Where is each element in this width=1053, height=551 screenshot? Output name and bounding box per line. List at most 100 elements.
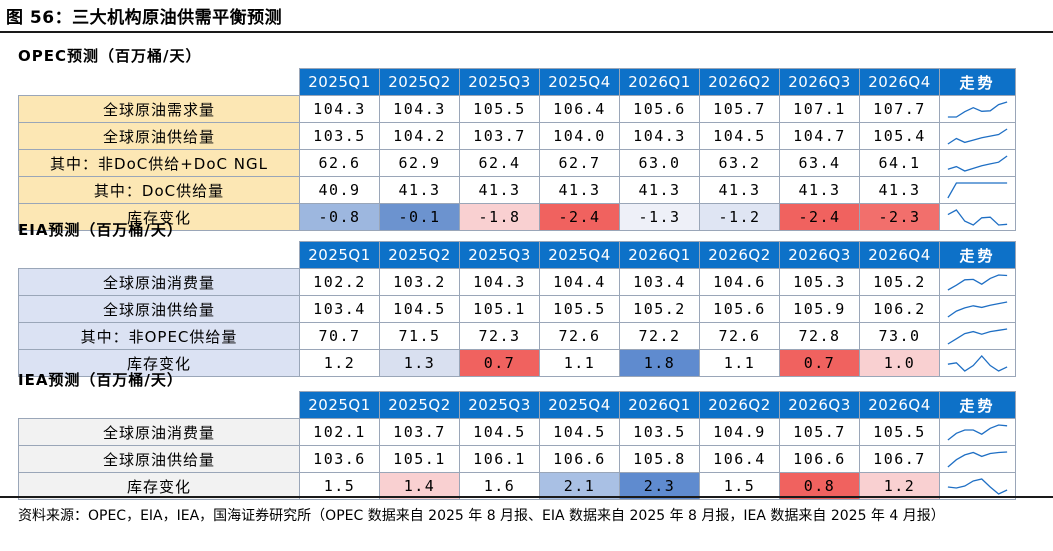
figure-title: 图 56：三大机构原油供需平衡预测 (6, 8, 283, 28)
value-cell: 105.5 (539, 295, 620, 323)
value-cell: 105.8 (619, 445, 700, 473)
trend-sparkline (947, 209, 1008, 226)
value-cell: 106.1 (459, 445, 540, 473)
sparkline-series (947, 155, 1008, 172)
value-cell: 105.1 (459, 295, 540, 323)
trend-header: 走势 (939, 391, 1016, 419)
value-cell: 104.3 (619, 122, 700, 150)
value-cell: 106.2 (859, 295, 940, 323)
value-cell: 62.9 (379, 149, 460, 177)
column-header: 2025Q4 (539, 391, 620, 419)
value-cell: 104.9 (699, 418, 780, 446)
value-cell: 70.7 (299, 322, 380, 350)
value-cell: 72.8 (779, 322, 860, 350)
source-note: 资料来源：OPEC，EIA，IEA，国海证券研究所（OPEC 数据来自 2025… (18, 508, 945, 524)
value-cell: 1.0 (859, 349, 940, 377)
value-cell: 104.5 (539, 418, 620, 446)
sparkline-series (947, 274, 1008, 291)
value-cell: 63.0 (619, 149, 700, 177)
value-cell: 41.3 (459, 176, 540, 204)
value-cell: 41.3 (779, 176, 860, 204)
value-cell: 106.7 (859, 445, 940, 473)
trend-sparkline (947, 478, 1008, 495)
column-header: 2025Q1 (299, 241, 380, 269)
value-cell: 1.2 (299, 349, 380, 377)
sparkline-series (947, 301, 1008, 318)
trend-sparkline-cell (939, 95, 1016, 123)
column-header: 2026Q1 (619, 68, 700, 96)
table-row: 全球原油需求量 104.3 104.3 105.5 106.4 105.6 105.7 107… (18, 95, 1016, 123)
column-header: 2026Q4 (859, 391, 940, 419)
value-cell: 1.4 (379, 472, 460, 500)
value-cell: 103.5 (619, 418, 700, 446)
sparkline-series (947, 128, 1008, 145)
trend-sparkline (947, 328, 1008, 345)
trend-sparkline (947, 128, 1008, 145)
trend-sparkline-cell (939, 176, 1016, 204)
eia-header-blank (18, 241, 300, 269)
value-cell: 103.7 (459, 122, 540, 150)
trend-sparkline (947, 182, 1008, 199)
value-cell: 0.7 (779, 349, 860, 377)
value-cell: 103.4 (299, 295, 380, 323)
iea-section-title: IEA预测（百万桶/天） (18, 371, 183, 389)
table-row: 其中：非DoC供给+DoC NGL 62.6 62.9 62.4 62.7 63.0 63.… (18, 149, 1016, 177)
value-cell: 105.6 (699, 295, 780, 323)
table-row: 全球原油消费量 102.1 103.7 104.5 104.5 103.5 104.9 105… (18, 418, 1016, 446)
table-row: 全球原油消费量 102.2 103.2 104.3 104.4 103.4 104.6 105… (18, 268, 1016, 296)
value-cell: 104.4 (539, 268, 620, 296)
value-cell: 63.4 (779, 149, 860, 177)
column-header: 2025Q2 (379, 241, 460, 269)
value-cell: 104.3 (459, 268, 540, 296)
value-cell: 72.6 (699, 322, 780, 350)
trend-sparkline-cell (939, 322, 1016, 350)
value-cell: -1.3 (619, 203, 700, 231)
row-label: 全球原油消费量 (18, 268, 300, 296)
sparkline-series (947, 355, 1008, 372)
value-cell: -1.2 (699, 203, 780, 231)
value-cell: 103.2 (379, 268, 460, 296)
row-label: 库存变化 (18, 203, 300, 231)
trend-sparkline (947, 355, 1008, 372)
column-header: 2026Q1 (619, 391, 700, 419)
column-header: 2025Q3 (459, 241, 540, 269)
value-cell: 62.4 (459, 149, 540, 177)
column-header: 2026Q3 (779, 68, 860, 96)
row-label: 库存变化 (18, 349, 300, 377)
value-cell: 106.6 (779, 445, 860, 473)
sparkline-series (947, 478, 1008, 495)
sparkline-series (947, 101, 1008, 118)
column-header: 2025Q1 (299, 391, 380, 419)
trend-sparkline-cell (939, 149, 1016, 177)
table-row: 全球原油供给量 103.6 105.1 106.1 106.6 105.8 106.4 106… (18, 445, 1016, 473)
value-cell: 41.3 (619, 176, 700, 204)
value-cell: 103.7 (379, 418, 460, 446)
title-rule (0, 31, 1053, 33)
value-cell: 107.7 (859, 95, 940, 123)
table-row: 全球原油供给量 103.5 104.2 103.7 104.0 104.3 104.5 104… (18, 122, 1016, 150)
value-cell: 41.3 (699, 176, 780, 204)
value-cell: 62.6 (299, 149, 380, 177)
table-row: 其中：DoC供给量 40.9 41.3 41.3 41.3 41.3 41.3 41.3 41.… (18, 176, 1016, 204)
column-header: 2026Q2 (699, 391, 780, 419)
column-header: 2025Q2 (379, 68, 460, 96)
value-cell: 103.6 (299, 445, 380, 473)
value-cell: 41.3 (539, 176, 620, 204)
opec-section-title: OPEC预测（百万桶/天） (18, 47, 202, 65)
value-cell: 102.2 (299, 268, 380, 296)
value-cell: 0.7 (459, 349, 540, 377)
value-cell: 1.8 (619, 349, 700, 377)
column-header: 2025Q1 (299, 68, 380, 96)
value-cell: 104.0 (539, 122, 620, 150)
trend-sparkline-cell (939, 418, 1016, 446)
value-cell: 105.6 (619, 95, 700, 123)
value-cell: -0.8 (299, 203, 380, 231)
value-cell: 71.5 (379, 322, 460, 350)
trend-sparkline (947, 274, 1008, 291)
value-cell: 1.1 (699, 349, 780, 377)
value-cell: -2.4 (779, 203, 860, 231)
trend-sparkline-cell (939, 203, 1016, 231)
value-cell: 72.6 (539, 322, 620, 350)
row-label: 其中：DoC供给量 (18, 176, 300, 204)
value-cell: 1.2 (859, 472, 940, 500)
